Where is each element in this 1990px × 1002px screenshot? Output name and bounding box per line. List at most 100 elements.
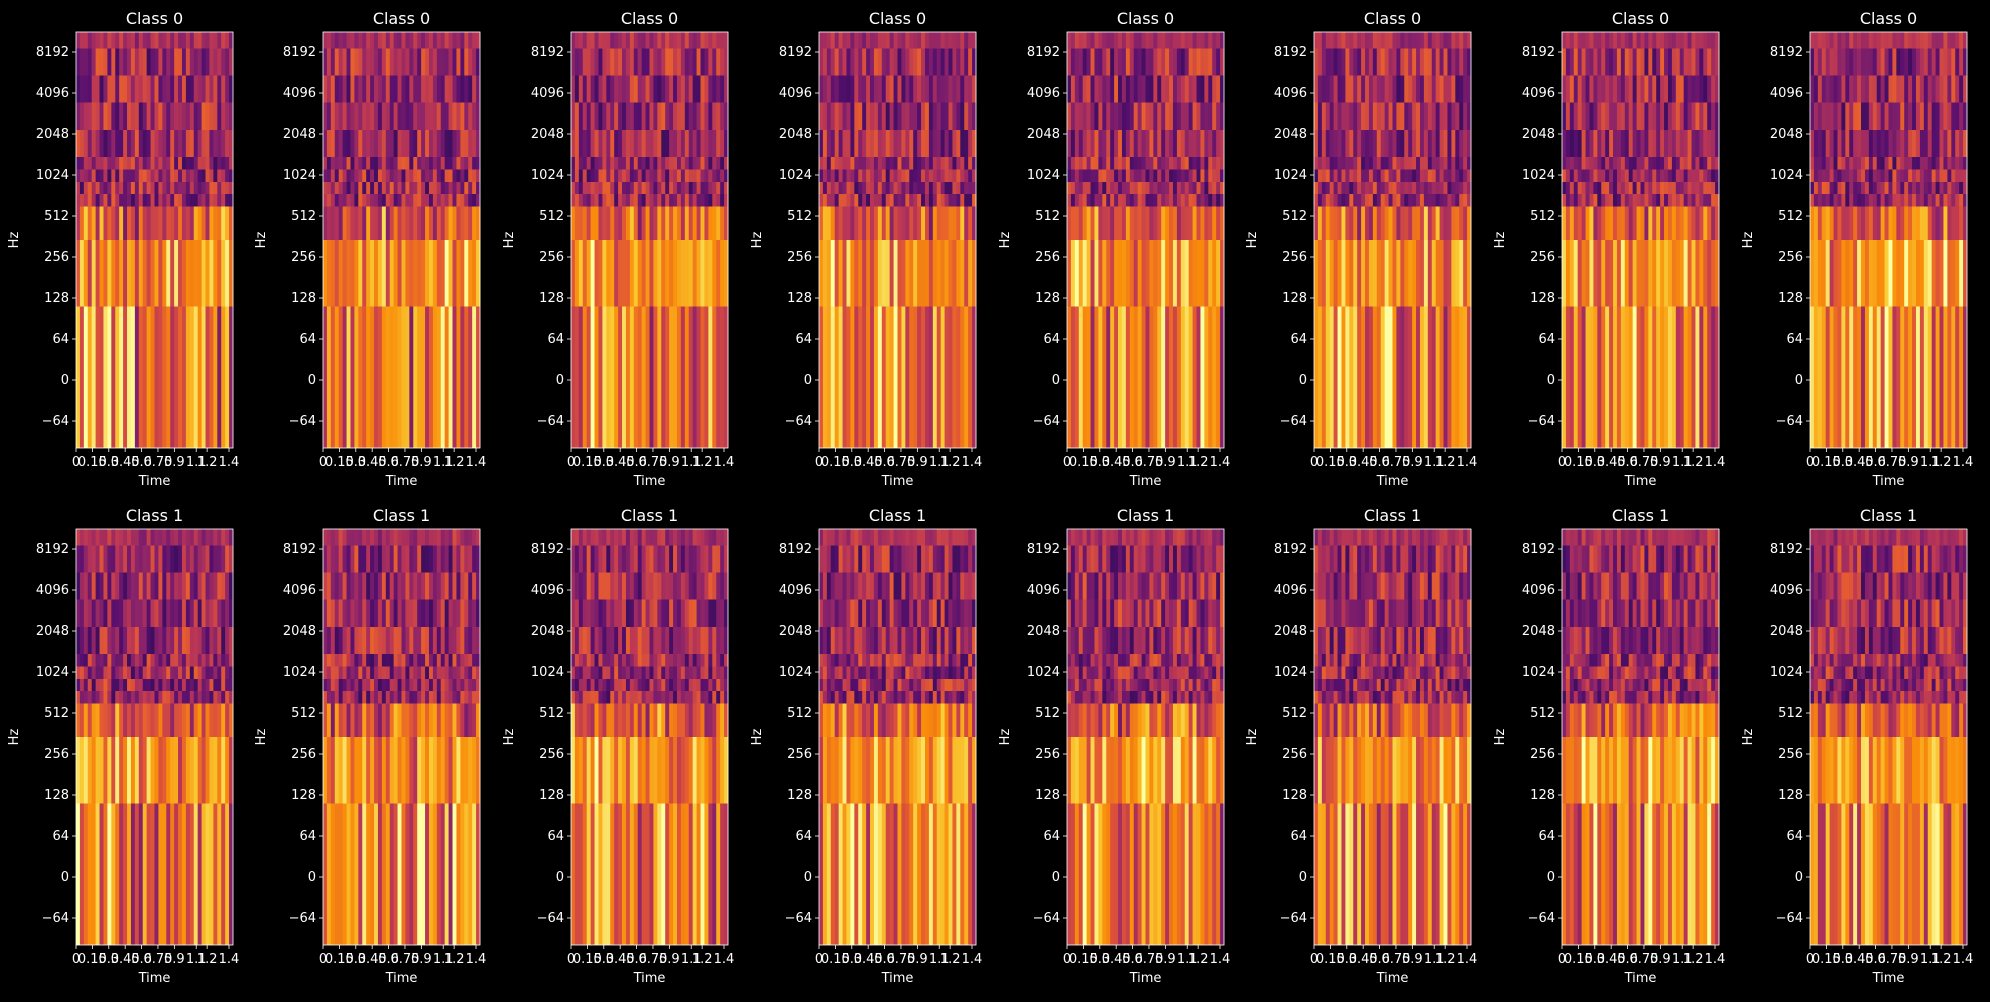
y-tick-label: 256	[291, 250, 316, 265]
time-frame-column	[1652, 32, 1657, 448]
y-tick-label: 64	[1290, 332, 1307, 347]
x-tick-label: 1.1	[1672, 952, 1693, 967]
time-frame-column	[1562, 32, 1567, 448]
time-frame-column	[1648, 529, 1653, 945]
time-frame-column	[1204, 32, 1209, 448]
y-axis-label: Hz	[998, 232, 1013, 249]
time-frame-column	[641, 32, 646, 448]
y-tick-label: 512	[291, 706, 316, 721]
y-tick-label: 64	[1043, 829, 1060, 844]
time-frame-column	[1070, 529, 1076, 945]
time-frame-column	[1325, 529, 1331, 945]
time-frame-column	[838, 529, 843, 945]
axes-frame	[1561, 528, 1720, 946]
time-frame-column	[1439, 32, 1444, 448]
time-frame-column	[1915, 32, 1921, 448]
y-tick-label: 2048	[531, 624, 564, 639]
y-tick-label: 256	[1035, 747, 1060, 762]
y-tick-label: 1024	[1274, 168, 1307, 183]
time-frame-column	[338, 529, 344, 945]
y-tick-label: 1024	[1770, 665, 1803, 680]
time-frame-column	[1125, 529, 1131, 945]
time-frame-column	[826, 32, 832, 448]
y-tick-label: 4096	[779, 86, 812, 101]
y-tick-label: 64	[299, 829, 316, 844]
x-axis-label: Time	[881, 474, 914, 489]
time-frame-column	[834, 529, 840, 945]
y-tick-label: 4096	[1770, 583, 1803, 598]
time-frame-column	[1904, 529, 1909, 945]
x-tick-label: 0	[567, 952, 575, 967]
time-frame-column	[362, 32, 367, 448]
time-frame-column	[901, 32, 906, 448]
y-tick-label: −64	[537, 414, 564, 429]
time-frame-column	[1372, 529, 1378, 945]
y-tick-label: 512	[539, 209, 564, 224]
time-frame-column	[338, 32, 344, 448]
time-frame-column	[1695, 32, 1700, 448]
time-frame-column	[1400, 529, 1405, 945]
time-frame-column	[209, 529, 214, 945]
time-frame-column	[637, 529, 643, 945]
time-frame-column	[1845, 529, 1850, 945]
time-frame-column	[877, 529, 883, 945]
time-frame-column	[154, 32, 159, 448]
time-frame-column	[960, 32, 965, 448]
time-frame-column	[1086, 32, 1091, 448]
time-frame-column	[1380, 529, 1386, 945]
x-tick-label: 0.3	[1089, 952, 1110, 967]
time-frame-column	[1695, 529, 1700, 945]
y-axis-label: Hz	[1493, 729, 1508, 746]
x-tick-label: 1.4	[714, 455, 735, 470]
time-frame-column	[146, 529, 151, 945]
y-tick-label: 4096	[283, 583, 316, 598]
time-frame-column	[428, 529, 434, 945]
time-frame-column	[1184, 529, 1190, 945]
time-frame-column	[1715, 32, 1720, 448]
x-tick-label: 1.4	[962, 455, 983, 470]
x-tick-label: 1.2	[940, 455, 961, 470]
time-frame-column	[456, 32, 461, 448]
time-frame-column	[819, 32, 824, 448]
time-frame-column	[1172, 32, 1178, 448]
time-frame-column	[1188, 32, 1193, 448]
time-frame-column	[877, 32, 883, 448]
time-frame-column	[1419, 529, 1425, 945]
time-frame-column	[1841, 529, 1846, 945]
y-tick-label: 0	[804, 373, 812, 388]
y-tick-label: 2048	[1274, 127, 1307, 142]
spectrogram-panel: Class 08192409620481024512256128640−6400…	[502, 9, 734, 489]
x-tick-label: 1.2	[1435, 455, 1456, 470]
y-tick-label: 0	[1299, 870, 1307, 885]
time-frame-column	[185, 32, 191, 448]
time-frame-column	[1329, 529, 1335, 945]
time-frame-column	[111, 529, 116, 945]
x-tick-label: 0.9	[411, 455, 432, 470]
time-frame-column	[1656, 529, 1661, 945]
x-tick-label: 0.6	[378, 455, 399, 470]
y-tick-label: 64	[1786, 332, 1803, 347]
y-tick-label: 64	[1538, 829, 1555, 844]
axes-frame	[75, 31, 234, 449]
y-tick-label: 128	[291, 291, 316, 306]
time-frame-column	[150, 32, 155, 448]
time-frame-column	[1094, 529, 1099, 945]
time-frame-column	[822, 32, 828, 448]
time-frame-column	[1876, 32, 1882, 448]
time-frame-column	[452, 529, 457, 945]
time-frame-column	[680, 529, 686, 945]
time-frame-column	[1376, 32, 1382, 448]
y-tick-label: 512	[1530, 209, 1555, 224]
time-frame-column	[1947, 529, 1952, 945]
time-frame-column	[724, 529, 729, 945]
time-frame-column	[885, 529, 891, 945]
time-frame-column	[571, 529, 576, 945]
time-frame-column	[1864, 32, 1870, 448]
y-tick-label: −64	[1776, 911, 1803, 926]
time-frame-column	[79, 32, 85, 448]
time-frame-column	[1605, 32, 1610, 448]
x-tick-label: 1.4	[466, 952, 487, 967]
time-frame-column	[1687, 529, 1692, 945]
time-frame-column	[1145, 529, 1150, 945]
time-frame-column	[1959, 529, 1964, 945]
